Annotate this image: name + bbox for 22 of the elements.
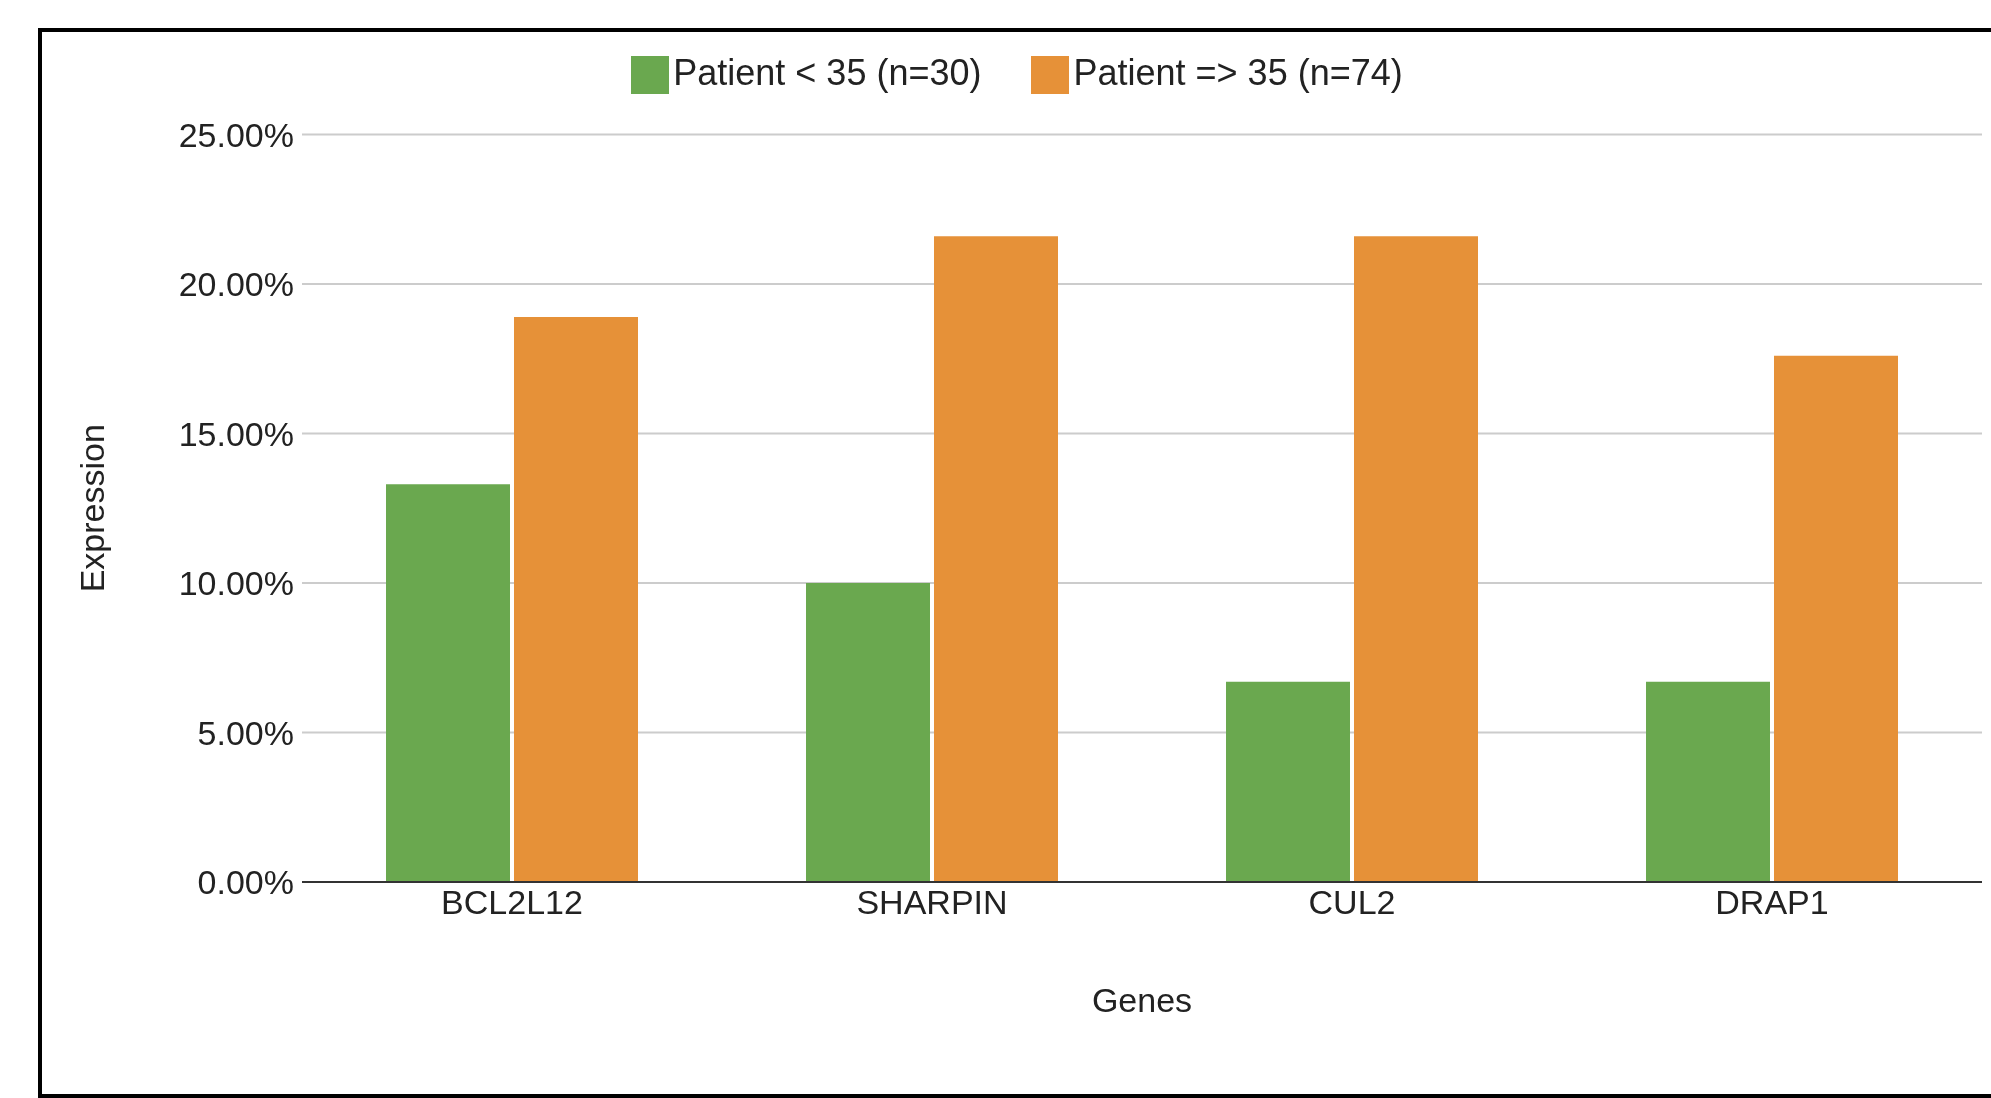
bar bbox=[1354, 236, 1478, 882]
y-tick-label: 25.00% bbox=[178, 115, 294, 154]
legend-label: Patient < 35 (n=30) bbox=[673, 52, 982, 93]
bar bbox=[806, 582, 930, 882]
bar bbox=[1226, 681, 1350, 882]
x-tick-label: CUL2 bbox=[1308, 883, 1396, 922]
y-tick-label: 0.00% bbox=[197, 863, 294, 902]
x-tick-label: DRAP1 bbox=[1715, 883, 1829, 922]
bar bbox=[1774, 355, 1898, 882]
legend-label: Patient => 35 (n=74) bbox=[1073, 52, 1403, 93]
y-tick-label: 10.00% bbox=[178, 564, 294, 603]
x-tick-label: BCL2L12 bbox=[441, 883, 583, 922]
bar bbox=[934, 236, 1058, 882]
x-axis-title: Genes bbox=[1091, 981, 1193, 1019]
bar bbox=[514, 316, 638, 882]
y-axis-title: Expression bbox=[73, 424, 112, 593]
y-tick-label: 5.00% bbox=[197, 713, 294, 752]
x-tick-label: SHARPIN bbox=[856, 883, 1008, 922]
y-tick-label: 20.00% bbox=[178, 265, 294, 304]
bar bbox=[386, 484, 510, 882]
bar bbox=[1646, 681, 1770, 882]
y-tick-label: 15.00% bbox=[178, 414, 294, 453]
